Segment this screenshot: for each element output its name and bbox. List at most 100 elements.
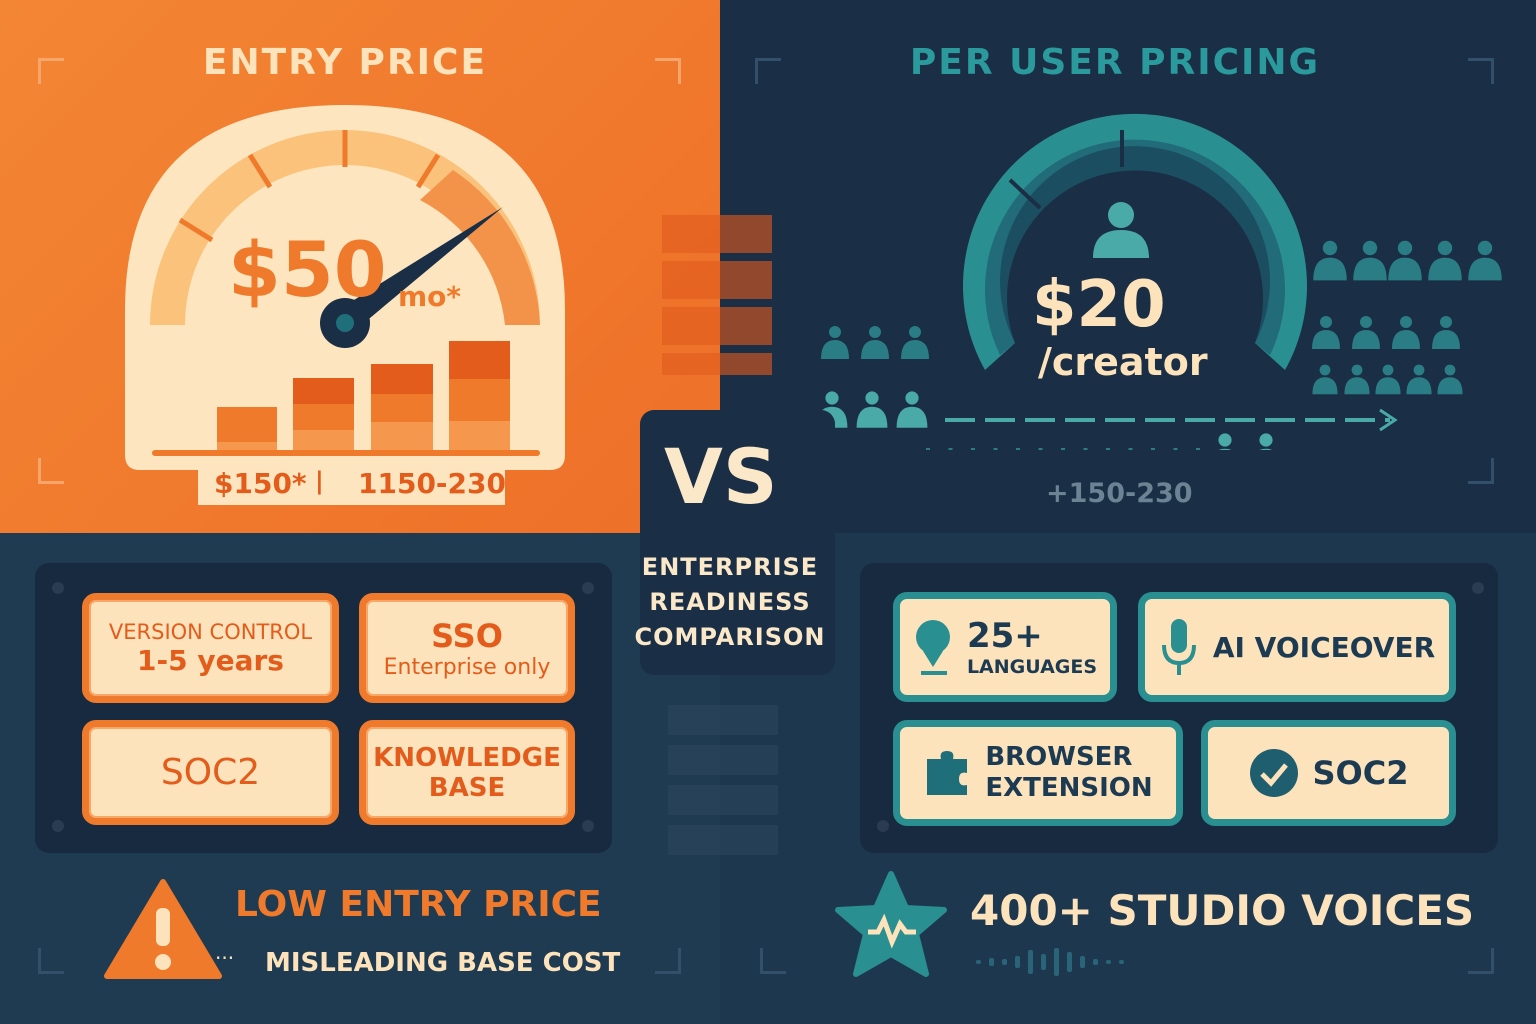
feature-ai-voiceover: AI VOICEOVER [1138, 592, 1456, 702]
per-user-unit: /creator [1038, 340, 1208, 384]
corner-mark [760, 948, 786, 974]
person-icon [1319, 364, 1331, 376]
ellipsis: ··· [215, 946, 235, 970]
feature-value: 1-5 years [137, 643, 284, 677]
person-icon [1437, 240, 1453, 256]
corner-mark [755, 58, 781, 84]
person-icon [1362, 240, 1378, 256]
feature-label: BASE [428, 772, 506, 803]
corner-mark [38, 948, 64, 974]
person-icon [1444, 364, 1456, 376]
person-icon [1400, 316, 1412, 328]
feature-label: KNOWLEDGE [373, 742, 561, 773]
wave-bar [1067, 952, 1072, 972]
person-icon [865, 391, 879, 405]
wave-bar [989, 958, 994, 966]
feature-knowledge-base: KNOWLEDGE BASE [359, 720, 575, 825]
wave-bar [1002, 959, 1007, 965]
person-icon [1320, 316, 1332, 328]
person-icon [1351, 364, 1363, 376]
corner-mark [38, 458, 64, 484]
person-icon [1312, 330, 1340, 349]
person-icon [896, 406, 928, 428]
corner-mark [1468, 458, 1494, 484]
feature-languages: 25+ LANGUAGES [893, 592, 1117, 702]
feature-browser-extension: BROWSER EXTENSION [893, 720, 1183, 826]
feature-value: Enterprise only [383, 654, 551, 680]
warning-title: LOW ENTRY PRICE [235, 884, 602, 925]
person-icon [1352, 330, 1380, 349]
person-icon [905, 391, 919, 405]
person-icon [1388, 257, 1422, 281]
feature-label: LANGUAGES [966, 656, 1098, 678]
person-icon [901, 340, 929, 359]
person-icon [1259, 448, 1273, 450]
feature-label: BROWSER [985, 742, 1133, 772]
panel-rivet [52, 582, 64, 594]
corner-mark [655, 948, 681, 974]
panel-rivet [582, 820, 594, 832]
entry-price-title: ENTRY PRICE [202, 42, 488, 83]
feature-soc2: SOC2 [82, 720, 339, 825]
person-icon [825, 391, 839, 405]
person-icon [1406, 377, 1432, 395]
comparison-caption: ENTERPRISE READINESS COMPARISON [620, 550, 840, 655]
person-icon [856, 406, 888, 428]
panel-rivet [877, 820, 889, 832]
feature-soc2: SOC2 [1201, 720, 1456, 826]
wave-bar [1015, 956, 1020, 968]
person-icon [1360, 316, 1372, 328]
per-user-title: PER USER PRICING [909, 42, 1321, 83]
caption-line: READINESS [649, 588, 811, 616]
decor-stripes [662, 215, 772, 375]
range-high: 1150-230 [358, 467, 506, 500]
highlight-voices: 400+ STUDIO VOICES [970, 886, 1475, 935]
person-icon [1322, 240, 1338, 256]
person-icon [1468, 257, 1502, 281]
panel-rivet [1472, 582, 1484, 594]
person-icon [909, 326, 921, 338]
warning-icon [104, 879, 222, 979]
corner-mark [38, 58, 64, 84]
entry-price-value: $50 [228, 225, 387, 314]
feature-version-control: VERSION CONTROL 1-5 years [82, 593, 339, 703]
wave-bar [976, 960, 981, 964]
feature-label: VERSION CONTROL [108, 619, 313, 644]
person-icon [1397, 240, 1413, 256]
feature-label: EXTENSION [985, 773, 1153, 803]
person-icon [1437, 377, 1463, 395]
entry-price-gauge [125, 105, 565, 505]
person-icon [1313, 257, 1347, 281]
audio-wave-decor [976, 948, 1124, 976]
wave-bar [1028, 950, 1033, 974]
feature-label: SSO [431, 616, 503, 655]
corner-mark [655, 58, 681, 84]
check-circle-icon [1249, 749, 1298, 797]
panel-rivet [582, 582, 594, 594]
feature-label: SOC2 [160, 752, 261, 793]
person-icon [1312, 377, 1338, 395]
wave-bar [1080, 956, 1085, 968]
feature-label: SOC2 [1312, 754, 1409, 792]
wave-bar [1106, 960, 1111, 964]
caption-line: ENTERPRISE [641, 553, 819, 581]
panel-rivet [52, 820, 64, 832]
wave-bar [1041, 954, 1046, 970]
caption-line: COMPARISON [634, 623, 826, 651]
entry-price-unit: mo* [398, 280, 462, 313]
wave-bar [1093, 959, 1098, 965]
decor-stripes [668, 705, 778, 855]
person-icon [1413, 364, 1425, 376]
globe-pin-icon [915, 620, 950, 675]
range-separator: | [315, 467, 324, 495]
puzzle-icon [927, 751, 968, 795]
corner-mark [1468, 948, 1494, 974]
vs-label: VS [664, 432, 778, 521]
person-icon [869, 326, 881, 338]
feature-sso: SSO Enterprise only [359, 593, 575, 703]
person-icon [1432, 330, 1460, 349]
feature-label: AI VOICEOVER [1212, 630, 1436, 664]
vs-badge [640, 410, 835, 675]
feature-value: 25+ [966, 616, 1043, 656]
person-icon [1353, 257, 1387, 281]
